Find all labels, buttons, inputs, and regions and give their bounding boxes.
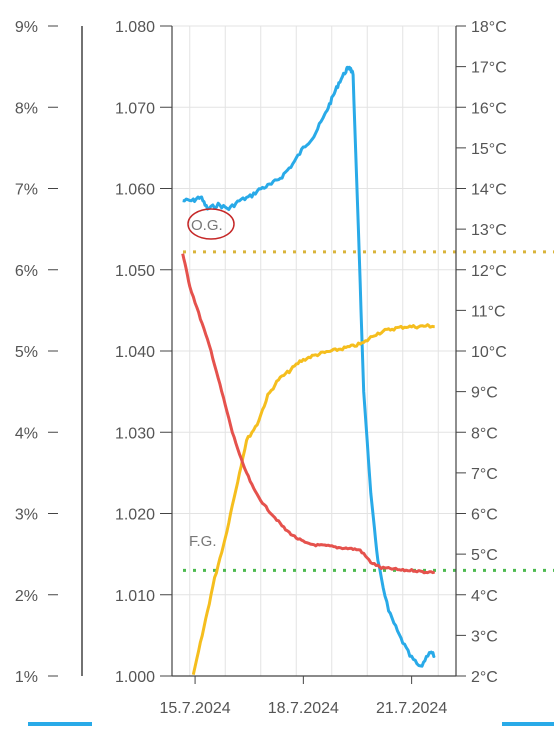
temperature-tick-label: 2°C — [471, 669, 498, 686]
temperature-tick-label: 8°C — [471, 425, 498, 442]
percent-tick-label: 3% — [15, 507, 38, 524]
temperature-tick-label: 6°C — [471, 507, 498, 524]
percent-tick-label: 4% — [15, 425, 38, 442]
percent-tick-label: 5% — [15, 344, 38, 361]
chart-annotations: O.G. F.G. — [187, 208, 235, 550]
temperature-tick-label: 14°C — [471, 182, 507, 199]
temperature-series-line — [182, 65, 436, 668]
og-circle-mark — [187, 208, 235, 240]
gravity-tick-label: 1.020 — [115, 507, 155, 524]
gravity-tick-label: 1.030 — [115, 425, 155, 442]
gravity-tick-label: 1.040 — [115, 344, 155, 361]
percent-tick-label: 1% — [15, 669, 38, 686]
gravity-tick-label: 1.010 — [115, 588, 155, 605]
percent-tick-label: 9% — [15, 19, 38, 36]
temperature-tick-label: 5°C — [471, 547, 498, 564]
gravity-tick-label: 1.070 — [115, 100, 155, 117]
percent-tick-label: 6% — [15, 263, 38, 280]
temperature-tick-label: 7°C — [471, 466, 498, 483]
temperature-tick-label: 15°C — [471, 141, 507, 158]
temperature-tick-label: 3°C — [471, 628, 498, 645]
gravity-tick-label: 1.080 — [115, 19, 155, 36]
scroll-indicator-right — [502, 722, 554, 726]
temperature-tick-label: 18°C — [471, 19, 507, 36]
x-tick-label: 15.7.2024 — [159, 700, 230, 717]
percent-tick-label: 8% — [15, 100, 38, 117]
reference-lines — [183, 250, 554, 572]
gravity-series-line — [181, 253, 436, 575]
scroll-indicator-left — [28, 722, 92, 726]
x-tick-label: 18.7.2024 — [268, 700, 339, 717]
abv-series-line — [191, 323, 435, 676]
chart-axes: 9% 8% 7% 6% 5% 4% 3% 2% 1% 1.080 1.070 1.060 1.050 1.… — [15, 19, 507, 717]
temperature-tick-label: 9°C — [471, 385, 498, 402]
temperature-tick-label: 11°C — [471, 303, 506, 320]
percent-tick-label: 7% — [15, 182, 38, 199]
x-tick-label: 21.7.2024 — [376, 700, 447, 717]
temperature-tick-label: 13°C — [471, 222, 507, 239]
scroll-indicators — [28, 722, 554, 726]
chart-series — [181, 65, 436, 676]
percent-tick-label: 2% — [15, 588, 38, 605]
gravity-tick-label: 1.050 — [115, 263, 155, 280]
temperature-tick-label: 10°C — [471, 344, 507, 361]
temperature-tick-label: 12°C — [471, 263, 507, 280]
og-label: O.G. — [191, 217, 223, 234]
temperature-tick-label: 17°C — [471, 60, 507, 77]
temperature-tick-label: 4°C — [471, 588, 498, 605]
gravity-tick-label: 1.060 — [115, 182, 155, 199]
fg-label: F.G. — [189, 533, 217, 550]
temperature-tick-label: 16°C — [471, 100, 507, 117]
gravity-tick-label: 1.000 — [115, 669, 155, 686]
